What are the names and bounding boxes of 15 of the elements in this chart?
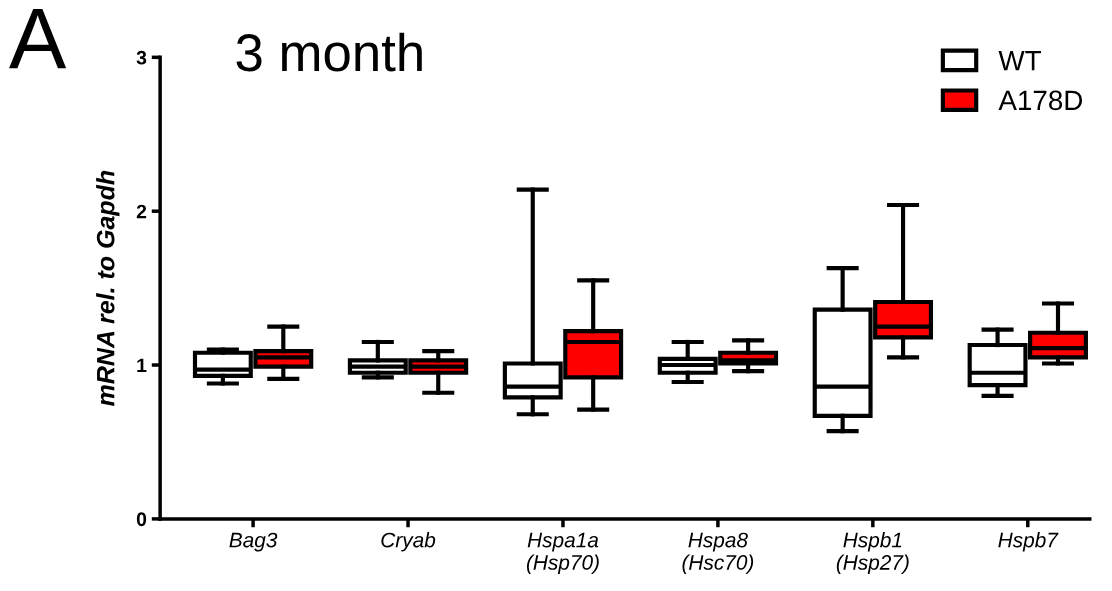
y-tick-label: 0 (136, 512, 147, 527)
y-tick-label: 1 (137, 358, 147, 373)
y-axis-title: mRNA rel. to Gapdh (96, 170, 120, 406)
x-tick-label: Hspa1a (Hsp70) (526, 532, 599, 574)
y-tick-label: 3 (136, 50, 147, 65)
legend-label: A178D (998, 90, 1083, 111)
x-tick-label: Hspb1 (Hsp27) (836, 532, 909, 574)
x-tick-label: Bag3 (229, 532, 278, 552)
x-tick-label: Hspb7 (998, 532, 1059, 552)
chart-title: 3 month (236, 32, 422, 72)
x-tick-label: Hspa8 (Hsc70) (682, 532, 754, 574)
text: A (9, 9, 67, 69)
x-tick-label: Cryab (381, 532, 436, 552)
legend-label: WT (998, 51, 1041, 71)
y-tick-label: 2 (136, 204, 147, 219)
